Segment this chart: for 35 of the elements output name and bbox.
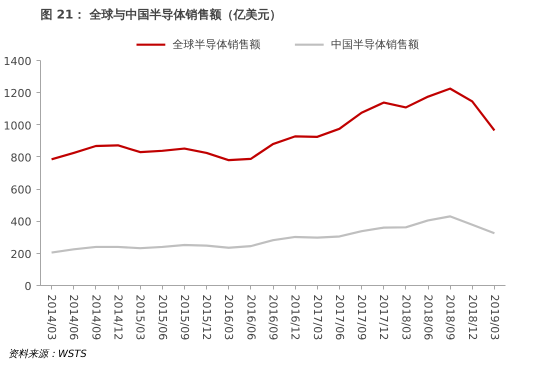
x-tick-label: 2016/09 bbox=[266, 294, 280, 340]
y-tick-label: 0 bbox=[24, 280, 32, 293]
x-tick-label: 2014/12 bbox=[112, 294, 124, 340]
x-tick-label: 2014/06 bbox=[67, 294, 80, 340]
x-tick-label: 2015/06 bbox=[156, 294, 169, 340]
x-tick-label: 2014/03 bbox=[45, 294, 58, 340]
x-tick-label: 2018/12 bbox=[466, 294, 479, 340]
line-series bbox=[50, 88, 496, 162]
x-tick-label: 2016/03 bbox=[222, 294, 236, 340]
x-tick-label: 2015/09 bbox=[178, 294, 191, 340]
legend-label: 全球半导体销售额 bbox=[172, 38, 260, 52]
x-tick-label: 2017/09 bbox=[355, 294, 368, 340]
x-tick-label: 2017/06 bbox=[332, 294, 346, 340]
x-tick-label: 2017/03 bbox=[310, 294, 324, 340]
y-tick-label: 600 bbox=[10, 184, 32, 197]
x-tick-label: 2016/06 bbox=[244, 294, 258, 340]
x-tick-label: 2019/03 bbox=[488, 294, 501, 340]
y-tick-label: 400 bbox=[10, 216, 32, 229]
y-tick-label: 1200 bbox=[4, 87, 32, 100]
x-tick-label: 2018/03 bbox=[399, 294, 412, 340]
y-tick-label: 1400 bbox=[4, 55, 32, 68]
legend-label: 中国半导体销售额 bbox=[330, 38, 419, 52]
line-series bbox=[50, 215, 496, 254]
y-tick-label: 1000 bbox=[4, 119, 32, 132]
x-tick-label: 2017/12 bbox=[377, 294, 390, 340]
text: 资料来源：WSTS bbox=[8, 348, 87, 362]
x-tick-label: 2018/09 bbox=[444, 294, 457, 340]
x-tick-label: 2015/12 bbox=[200, 294, 214, 340]
x-tick-label: 2016/12 bbox=[288, 294, 302, 340]
y-tick-label: 200 bbox=[10, 248, 32, 261]
chart-title: 图 21： 全球与中国半导体销售额（亿美元） bbox=[40, 8, 282, 22]
x-tick-label: 2014/09 bbox=[89, 294, 102, 340]
x-tick-label: 2015/03 bbox=[134, 294, 147, 340]
x-tick-label: 2018/06 bbox=[422, 294, 434, 340]
y-tick-label: 800 bbox=[10, 151, 32, 164]
